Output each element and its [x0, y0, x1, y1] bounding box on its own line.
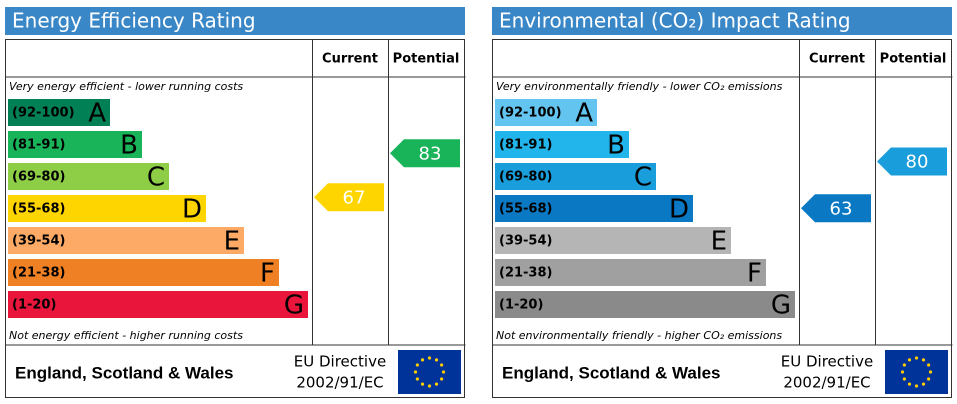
band-letter: D — [182, 195, 202, 225]
header-potential: Potential — [393, 52, 460, 67]
eu-star — [928, 370, 933, 374]
band-letter: A — [88, 99, 106, 129]
rating-value: 67 — [343, 187, 366, 208]
bottom-note: Not environmentally friendly - higher CO… — [496, 329, 782, 342]
eu-star — [921, 382, 926, 386]
footer-region: England, Scotland & Wales — [15, 363, 234, 382]
rating-value: 83 — [419, 143, 442, 164]
band-range: (55-68) — [12, 202, 65, 217]
eu-star — [415, 363, 419, 367]
panel-frame — [5, 39, 465, 398]
band-bar — [495, 227, 731, 254]
rating-arrow — [801, 194, 871, 223]
eu-star — [434, 382, 439, 386]
band-bar — [495, 131, 629, 158]
band-bar — [8, 163, 169, 190]
eu-star — [420, 382, 425, 386]
eu-star — [427, 356, 432, 360]
rating-panel: Environmental (CO₂) Impact Rating Current… — [492, 7, 953, 398]
panel-title: Environmental (CO₂) Impact Rating — [499, 9, 851, 33]
band-bar — [495, 195, 693, 222]
band-bar — [495, 163, 656, 190]
band-letter: A — [575, 99, 593, 129]
band-letter: D — [669, 195, 689, 225]
band-range: (81-91) — [499, 138, 552, 153]
footer-directive: EU Directive — [781, 353, 873, 371]
band-range: (69-80) — [12, 170, 65, 185]
band-range: (55-68) — [499, 202, 552, 217]
eu-star — [921, 358, 926, 362]
eu-star — [902, 363, 906, 367]
band-range: (1-20) — [499, 298, 543, 313]
band-bar — [8, 195, 206, 222]
band-bar — [495, 291, 795, 318]
eu-star — [900, 370, 905, 374]
eu-star — [440, 377, 444, 381]
footer-directive: 2002/91/EC — [296, 374, 383, 392]
band-range: (1-20) — [12, 298, 56, 313]
band-range: (21-38) — [12, 266, 65, 281]
band-range: (81-91) — [12, 138, 65, 153]
rating-arrow — [314, 183, 384, 212]
eu-star — [441, 370, 446, 374]
eu-star — [434, 358, 439, 362]
band-letter: C — [634, 163, 652, 193]
top-note: Very environmentally friendly - lower CO… — [496, 80, 783, 93]
eu-star — [927, 377, 931, 381]
eu-star — [440, 363, 444, 367]
rating-value: 63 — [830, 198, 853, 219]
band-letter: F — [747, 259, 762, 289]
eu-star — [914, 356, 919, 360]
bottom-note: Not energy efficient - higher running co… — [9, 329, 243, 342]
band-bar — [495, 259, 766, 286]
rating-panel: Energy Efficiency Rating Current Potential… — [5, 7, 466, 398]
footer-directive: 2002/91/EC — [783, 374, 870, 392]
rating-arrow — [877, 147, 947, 176]
rating-arrow — [390, 139, 460, 168]
title-bar — [5, 7, 465, 35]
eu-star — [927, 363, 931, 367]
band-letter: G — [284, 291, 304, 321]
header-current: Current — [322, 52, 378, 67]
eu-star — [907, 382, 912, 386]
band-letter: B — [120, 131, 138, 161]
band-bar — [8, 227, 244, 254]
band-bar — [8, 99, 110, 126]
band-range: (21-38) — [499, 266, 552, 281]
eu-star — [914, 384, 919, 388]
band-range: (39-54) — [12, 234, 65, 249]
band-letter: G — [771, 291, 791, 321]
panel-frame — [492, 39, 952, 398]
band-range: (92-100) — [499, 106, 562, 121]
band-letter: B — [607, 131, 625, 161]
band-letter: F — [260, 259, 275, 289]
footer-directive: EU Directive — [294, 353, 386, 371]
eu-star — [907, 358, 912, 362]
footer-region: England, Scotland & Wales — [502, 363, 721, 382]
band-bar — [8, 131, 142, 158]
eu-star — [902, 377, 906, 381]
band-bar — [8, 259, 279, 286]
eu-star — [427, 384, 432, 388]
band-range: (69-80) — [499, 170, 552, 185]
header-potential: Potential — [880, 52, 947, 67]
header-current: Current — [809, 52, 865, 67]
band-range: (92-100) — [12, 106, 75, 121]
band-bar — [495, 99, 597, 126]
eu-star — [415, 377, 419, 381]
band-letter: C — [147, 163, 165, 193]
band-letter: E — [224, 227, 240, 257]
band-bar — [8, 291, 308, 318]
eu-star — [420, 358, 425, 362]
band-range: (39-54) — [499, 234, 552, 249]
rating-value: 80 — [906, 152, 929, 173]
title-bar — [492, 7, 952, 35]
panel-title: Energy Efficiency Rating — [12, 9, 256, 33]
top-note: Very energy efficient - lower running co… — [9, 80, 243, 93]
band-letter: E — [711, 227, 727, 257]
eu-star — [413, 370, 418, 374]
